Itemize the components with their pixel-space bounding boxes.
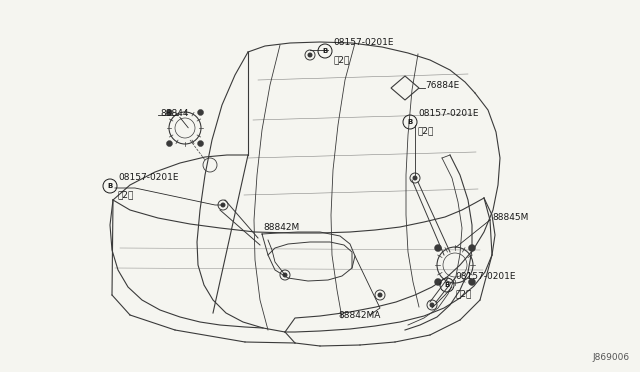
- Circle shape: [429, 302, 435, 308]
- Text: 88842M: 88842M: [263, 224, 300, 232]
- Text: （2）: （2）: [418, 126, 435, 135]
- Text: B: B: [444, 282, 450, 288]
- Text: B: B: [323, 48, 328, 54]
- Text: 88845M: 88845M: [492, 214, 529, 222]
- Text: 08157-0201E: 08157-0201E: [418, 109, 479, 118]
- Text: （2）: （2）: [455, 289, 472, 298]
- Text: 08157-0201E: 08157-0201E: [118, 173, 179, 182]
- Text: （2）: （2）: [333, 55, 349, 64]
- Circle shape: [413, 176, 417, 180]
- Text: 88844: 88844: [160, 109, 189, 118]
- Text: B: B: [108, 183, 113, 189]
- Circle shape: [198, 141, 204, 147]
- Circle shape: [468, 279, 476, 285]
- Circle shape: [435, 279, 442, 285]
- Circle shape: [166, 109, 172, 115]
- Text: 88842MA: 88842MA: [338, 311, 380, 320]
- Circle shape: [282, 273, 287, 278]
- Text: J869006: J869006: [593, 353, 630, 362]
- Circle shape: [166, 141, 172, 147]
- Circle shape: [378, 292, 383, 298]
- Circle shape: [468, 244, 476, 251]
- Text: 08157-0201E: 08157-0201E: [333, 38, 394, 47]
- Circle shape: [198, 109, 204, 115]
- Text: 08157-0201E: 08157-0201E: [455, 272, 515, 281]
- Text: （2）: （2）: [118, 190, 134, 199]
- Circle shape: [307, 52, 312, 58]
- Circle shape: [221, 202, 225, 208]
- Circle shape: [435, 244, 442, 251]
- Text: B: B: [408, 119, 413, 125]
- Text: 76884E: 76884E: [425, 81, 460, 90]
